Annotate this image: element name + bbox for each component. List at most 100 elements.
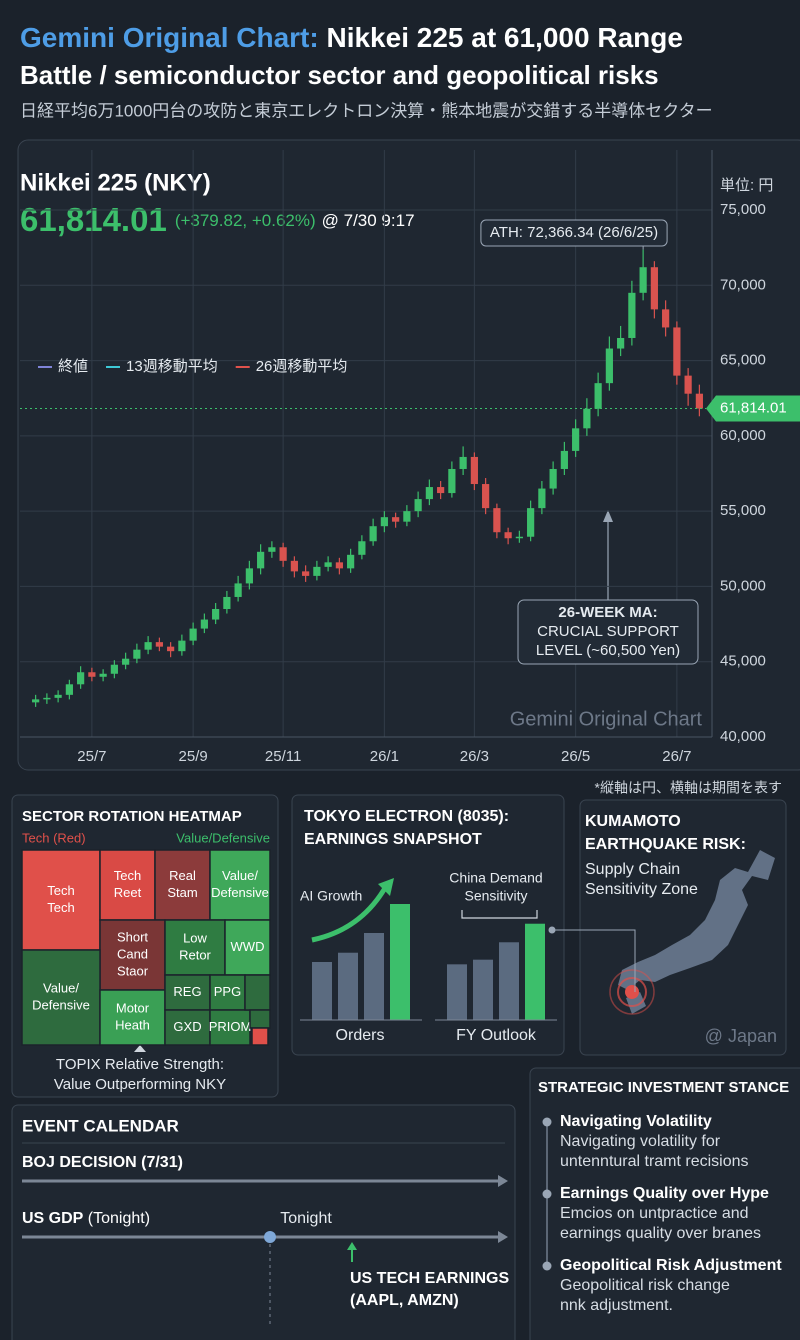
legend-label: 13週移動平均 — [126, 358, 218, 375]
heatmap-label: Tech — [47, 900, 74, 915]
heatmap-label: Value/ — [43, 980, 79, 995]
support-annotation: 26-WEEK MA: — [558, 604, 657, 621]
y-tick-label: 45,000 — [720, 653, 766, 670]
stance-text: Emcios on untpractice and — [560, 1205, 749, 1222]
timestamp: @ 7/30 9:17 — [322, 211, 415, 230]
heatmap-label: Defensive — [211, 885, 269, 900]
x-tick-label: 25/7 — [77, 748, 106, 765]
stance-dot — [542, 1189, 552, 1199]
heatmap-cell — [99, 989, 166, 1046]
x-tick-label: 25/11 — [265, 748, 301, 765]
candle-body — [482, 484, 490, 509]
now-dot — [264, 1231, 276, 1243]
heatmap-label: WWD — [231, 939, 265, 954]
legend-label: 終値 — [58, 358, 88, 375]
candle-body — [245, 568, 253, 584]
bar — [312, 962, 332, 1020]
ath-annotation: ATH: 72,366.34 (26/6/25) — [490, 224, 658, 241]
x-tick-label: 25/9 — [179, 748, 208, 765]
candle-body — [583, 408, 591, 429]
candle-body — [234, 583, 242, 597]
bracket — [461, 910, 538, 919]
candle-body — [617, 337, 625, 349]
y-tick-label: 60,000 — [720, 427, 766, 444]
heatmap-cell — [249, 1009, 271, 1029]
candle-body — [425, 487, 433, 500]
candle-body — [77, 672, 85, 685]
candle-body — [459, 456, 467, 469]
candle-body — [414, 499, 422, 512]
y-tick-label: 40,000 — [720, 728, 766, 745]
candle-body — [695, 393, 703, 409]
candle-body — [122, 658, 130, 665]
candle-body — [650, 267, 658, 310]
timeline-head — [498, 1175, 508, 1187]
candle-body — [448, 468, 456, 494]
stance-dot — [542, 1117, 552, 1127]
heatmap-label: Defensive — [32, 997, 90, 1012]
legend-label: 26週移動平均 — [256, 358, 348, 375]
candle-body — [257, 551, 265, 569]
y-tick-label: 65,000 — [720, 352, 766, 369]
quake-ring — [609, 969, 655, 1015]
candle-body — [223, 596, 231, 610]
heatmap-caption: TOPIX Relative Strength: — [56, 1056, 224, 1073]
heatmap-label: PPG — [214, 984, 241, 999]
connector — [552, 929, 636, 992]
quake-ring — [617, 977, 647, 1007]
candle-body — [369, 526, 377, 542]
event-label: US GDP (Tonight) — [22, 1210, 150, 1227]
candle-body — [99, 673, 107, 677]
candle-body — [515, 536, 523, 539]
candle-body — [32, 699, 40, 703]
credit: @ Japan — [705, 1026, 777, 1046]
support-arrowhead — [603, 510, 613, 522]
candle-body — [110, 664, 118, 674]
candle-body — [662, 309, 670, 328]
heatmap-label: Staor — [117, 963, 149, 978]
stance-text: nnk adjustment. — [560, 1297, 673, 1314]
candle-body — [605, 348, 613, 384]
heatmap-label: REG — [173, 984, 201, 999]
stance-text: untenntural tramt recisions — [560, 1153, 749, 1170]
price-tag — [706, 395, 800, 422]
candle-body — [200, 619, 208, 629]
heatmap-cell — [99, 919, 166, 991]
event-label: US TECH EARNINGS — [350, 1270, 509, 1287]
stance-text: Geopolitical risk change — [560, 1277, 730, 1294]
bar-label: FY Outlook — [456, 1027, 537, 1044]
heatmap-legend: Value/Defensive — [176, 830, 270, 845]
heatmap-label: Motor — [116, 1000, 150, 1015]
bar — [499, 942, 519, 1020]
panel-title: KUMAMOTO — [585, 813, 681, 830]
candle-body — [470, 456, 478, 485]
heatmap-cell — [209, 849, 271, 921]
watermark: Gemini Original Chart — [510, 708, 703, 730]
heatmap-label: Retor — [179, 947, 211, 962]
ath-box — [480, 219, 668, 247]
panel-text: Supply Chain — [585, 861, 680, 878]
y-tick-label: 75,000 — [720, 201, 766, 218]
bar-annotation: AI Growth — [300, 888, 362, 904]
heatmap-label: Stam — [167, 885, 197, 900]
heatmap-label: Reet — [114, 885, 142, 900]
heatmap-label: Value/ — [222, 868, 258, 883]
heatmap-label: PRIOM — [209, 1019, 252, 1034]
candle-body — [403, 511, 411, 522]
japan-map — [618, 850, 775, 990]
y-tick-label: 55,000 — [720, 502, 766, 519]
heatmap-cell — [244, 974, 271, 1011]
panel-title: TOKYO ELECTRON (8035): — [304, 808, 509, 825]
candle-body — [335, 562, 343, 569]
subtitle: 日経平均6万1000円台の攻防と東京エレクトロン決算・熊本地震が交錯する半導体セ… — [20, 101, 713, 120]
candle-body — [504, 532, 512, 539]
candle-body — [673, 327, 681, 376]
candle-body — [527, 508, 535, 537]
candle-body — [684, 375, 692, 394]
candle-body — [212, 609, 220, 620]
candle-body — [133, 649, 141, 659]
x-tick-label: 26/3 — [460, 748, 489, 765]
earnings-panel — [291, 794, 565, 1056]
